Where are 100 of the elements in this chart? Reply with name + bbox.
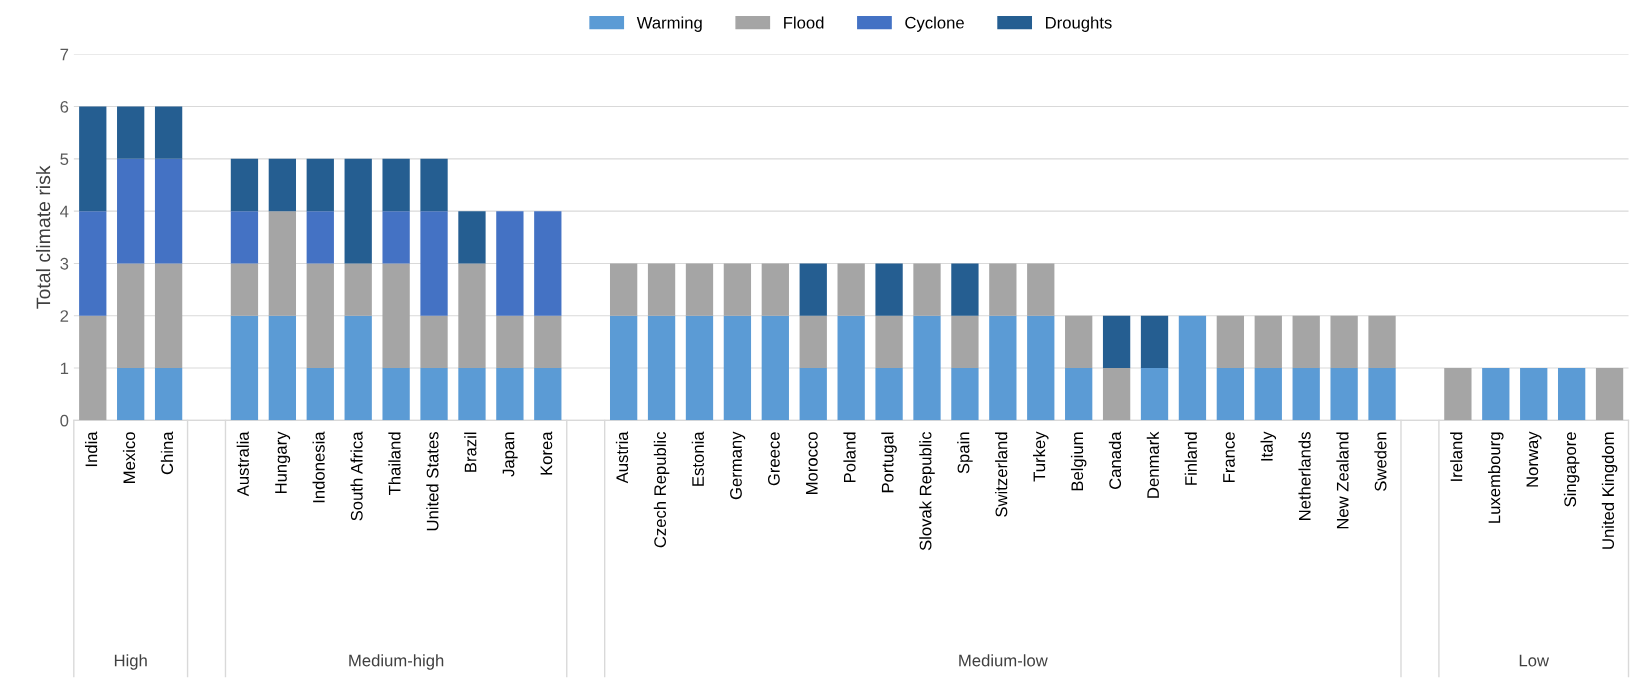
bar xyxy=(79,211,107,316)
bar xyxy=(837,263,865,316)
bar xyxy=(685,263,714,316)
bar xyxy=(685,315,714,421)
bar xyxy=(382,368,410,421)
bar xyxy=(913,315,941,421)
text: Low xyxy=(1519,654,1550,667)
bar xyxy=(723,315,752,421)
y-tick-label: 4 xyxy=(60,205,69,218)
bar xyxy=(79,106,107,212)
bar xyxy=(534,315,562,369)
x-tick-label: Slovak Republic xyxy=(919,431,935,551)
bar xyxy=(875,315,903,369)
x-tick-label: New Zealand xyxy=(1336,432,1349,529)
x-tick-label: Sweden xyxy=(1374,432,1387,491)
bar xyxy=(420,211,448,316)
bar xyxy=(344,263,372,316)
y-tick-label: 6 xyxy=(60,100,69,113)
text: Medium-low xyxy=(959,654,1048,667)
bar xyxy=(647,263,676,316)
bar xyxy=(761,263,789,316)
bar xyxy=(154,263,183,369)
text: High xyxy=(114,654,147,670)
bar xyxy=(1444,368,1472,421)
bar xyxy=(1368,368,1396,421)
bar xyxy=(761,315,789,421)
bar xyxy=(496,315,524,369)
bar xyxy=(799,315,827,369)
bar xyxy=(420,368,448,421)
bar xyxy=(117,263,145,369)
bar xyxy=(1216,315,1245,369)
bar xyxy=(306,158,334,212)
bar xyxy=(1254,315,1282,369)
x-tick-label: Belgium xyxy=(1070,432,1087,491)
bar xyxy=(1292,368,1320,421)
bar xyxy=(1102,315,1131,369)
bar xyxy=(117,368,145,421)
bar xyxy=(837,315,865,421)
x-tick-label: Estonia xyxy=(691,431,704,486)
bar xyxy=(1178,315,1207,421)
x-tick-label: South Africa xyxy=(350,431,363,521)
bar xyxy=(1216,368,1245,421)
bar xyxy=(1065,368,1093,421)
bar xyxy=(230,315,259,421)
bar xyxy=(496,211,524,316)
bar xyxy=(1140,368,1169,421)
x-tick-label: Netherlands xyxy=(1298,432,1311,520)
x-tick-label: Brazil xyxy=(464,432,477,472)
bar xyxy=(1140,315,1169,369)
bar xyxy=(951,368,979,421)
bar xyxy=(609,263,638,316)
x-tick-label: Korea xyxy=(540,431,553,475)
x-tick-label: Italy xyxy=(1260,431,1277,461)
x-tick-label: China xyxy=(160,431,174,475)
bar xyxy=(458,263,486,369)
bar xyxy=(875,368,903,421)
x-tick-label: Czech Republic xyxy=(653,431,670,548)
y-tick-label: 0 xyxy=(60,414,69,427)
x-tick-label: Poland xyxy=(843,432,856,482)
y-tick-label: 5 xyxy=(60,153,69,166)
bar xyxy=(420,158,448,212)
x-tick-label: Australia xyxy=(236,431,249,497)
bar xyxy=(534,368,562,421)
x-tick-label: Canada xyxy=(1108,431,1122,489)
x-tick-label: Austria xyxy=(615,431,629,484)
x-tick-label: France xyxy=(1223,432,1235,482)
y-axis-title: Total climate risk xyxy=(35,165,51,309)
bar xyxy=(1065,315,1093,369)
bar xyxy=(1292,315,1320,369)
x-tick-label: India xyxy=(84,431,98,467)
x-tick-label: Morocco xyxy=(806,432,818,495)
bar xyxy=(1254,368,1282,421)
bar xyxy=(230,211,259,264)
y-tick-label: 2 xyxy=(60,310,69,322)
bar xyxy=(609,315,638,421)
bar xyxy=(306,211,334,264)
bar xyxy=(268,211,297,316)
bar xyxy=(875,263,903,316)
bar xyxy=(382,158,410,212)
y-tick-label: 1 xyxy=(60,362,69,375)
bar xyxy=(534,211,562,316)
bar xyxy=(230,263,259,316)
bar xyxy=(1368,315,1396,369)
bar xyxy=(268,315,297,421)
x-tick-label: Luxembourg xyxy=(1488,432,1504,523)
x-tick-label: United Kingdom xyxy=(1601,432,1618,549)
bar xyxy=(496,368,524,421)
bar xyxy=(1330,315,1358,369)
bar xyxy=(951,263,979,316)
bar xyxy=(154,368,183,421)
bar xyxy=(458,211,486,264)
y-tick-label: 7 xyxy=(60,48,69,61)
bar xyxy=(647,315,676,421)
x-tick-label: Switzerland xyxy=(995,432,1008,517)
bar xyxy=(1330,368,1358,421)
x-tick-label: Finland xyxy=(1184,432,1197,485)
bar xyxy=(1027,263,1055,316)
bar xyxy=(723,263,752,316)
bar xyxy=(382,211,410,264)
bar xyxy=(951,315,979,369)
